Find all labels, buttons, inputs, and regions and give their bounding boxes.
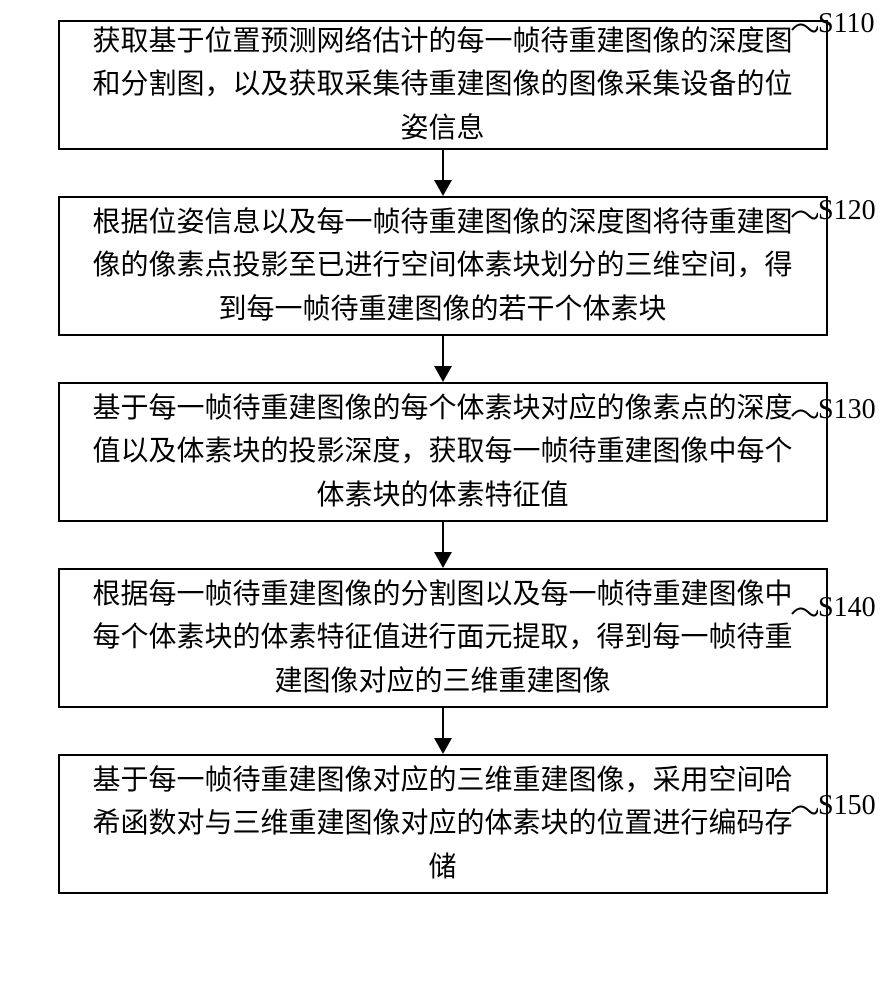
flow-column: 获取基于位置预测网络估计的每一帧待重建图像的深度图和分割图，以及获取采集待重建图… — [0, 20, 885, 894]
label-text: S110 — [818, 8, 875, 39]
step-text: 根据每一帧待重建图像的分割图以及每一帧待重建图像中每个体素块的体素特征值进行面元… — [80, 573, 806, 703]
step-box-s130: 基于每一帧待重建图像的每个体素块对应的像素点的深度值以及体素块的投影深度，获取每… — [58, 382, 828, 522]
step-box-s140: 根据每一帧待重建图像的分割图以及每一帧待重建图像中每个体素块的体素特征值进行面元… — [58, 568, 828, 708]
tilde-connector-icon — [790, 402, 818, 422]
arrow-down-icon — [434, 150, 452, 196]
step-text: 基于每一帧待重建图像的每个体素块对应的像素点的深度值以及体素块的投影深度，获取每… — [80, 387, 806, 517]
step-text: 根据位姿信息以及每一帧待重建图像的深度图将待重建图像的像素点投影至已进行空间体素… — [80, 201, 806, 331]
step-label-s120: S120 — [790, 195, 876, 227]
label-text: S120 — [818, 195, 876, 226]
tilde-connector-icon — [790, 16, 818, 36]
step-box-s150: 基于每一帧待重建图像对应的三维重建图像，采用空间哈希函数对与三维重建图像对应的体… — [58, 754, 828, 894]
step-label-s110: S110 — [790, 8, 875, 40]
step-label-s130: S130 — [790, 394, 876, 426]
step-label-s150: S150 — [790, 790, 876, 822]
label-text: S130 — [818, 394, 876, 425]
step-text: 获取基于位置预测网络估计的每一帧待重建图像的深度图和分割图，以及获取采集待重建图… — [80, 20, 806, 150]
step-label-s140: S140 — [790, 592, 876, 624]
label-text: S150 — [818, 790, 876, 821]
step-text: 基于每一帧待重建图像对应的三维重建图像，采用空间哈希函数对与三维重建图像对应的体… — [80, 759, 806, 889]
tilde-connector-icon — [790, 203, 818, 223]
flowchart-container: S110 获取基于位置预测网络估计的每一帧待重建图像的深度图和分割图，以及获取采… — [0, 0, 885, 1000]
tilde-connector-icon — [790, 600, 818, 620]
label-text: S140 — [818, 592, 876, 623]
arrow-down-icon — [434, 336, 452, 382]
step-box-s120: 根据位姿信息以及每一帧待重建图像的深度图将待重建图像的像素点投影至已进行空间体素… — [58, 196, 828, 336]
arrow-down-icon — [434, 708, 452, 754]
tilde-connector-icon — [790, 798, 818, 818]
arrow-down-icon — [434, 522, 452, 568]
step-box-s110: 获取基于位置预测网络估计的每一帧待重建图像的深度图和分割图，以及获取采集待重建图… — [58, 20, 828, 150]
